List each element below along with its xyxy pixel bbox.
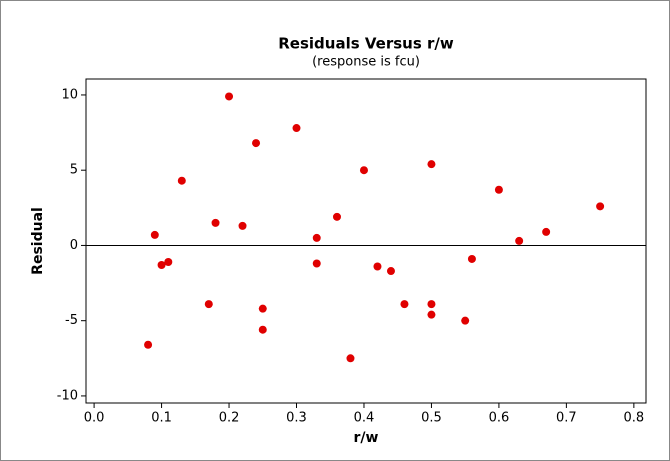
point [211,218,220,227]
y-tick-label: 0 [70,238,78,253]
point [427,160,436,169]
y-tick-label: -5 [65,313,78,328]
point [144,340,153,349]
point [542,227,551,236]
chart-title: Residuals Versus r/w [278,35,454,53]
point [359,166,368,175]
point [238,221,247,230]
point [373,262,382,271]
point [177,176,186,185]
point [467,254,476,263]
point [225,92,234,101]
y-axis-label: Residual [30,207,46,275]
point [332,212,341,221]
chart-subtitle: (response is fcu) [312,55,420,70]
point [461,316,470,325]
point [312,233,321,242]
y-tick-label: -10 [57,388,78,403]
point [157,261,166,270]
point [252,139,261,148]
x-tick-label: 0.2 [219,411,240,426]
x-tick-label: 0.8 [624,411,645,426]
point [258,304,267,313]
point [386,267,395,276]
point [596,202,605,211]
point [312,259,321,268]
x-tick-label: 0.1 [151,411,172,426]
plot-frame [85,78,647,404]
x-tick-label: 0.4 [354,411,375,426]
y-tick-label: 5 [70,163,78,178]
point [292,124,301,133]
x-tick-label: 0.5 [421,411,442,426]
point [346,354,355,363]
point [164,257,173,266]
point [494,185,503,194]
point [204,300,213,309]
point [427,300,436,309]
y-tick-label: 10 [61,87,78,102]
point [150,230,159,239]
point [427,310,436,319]
point [258,325,267,334]
x-axis-label: r/w [354,430,379,446]
x-tick-label: 0.0 [84,411,105,426]
point [400,300,409,309]
x-tick-label: 0.7 [556,411,577,426]
x-tick-label: 0.6 [489,411,510,426]
x-tick-label: 0.3 [286,411,307,426]
point [515,236,524,245]
